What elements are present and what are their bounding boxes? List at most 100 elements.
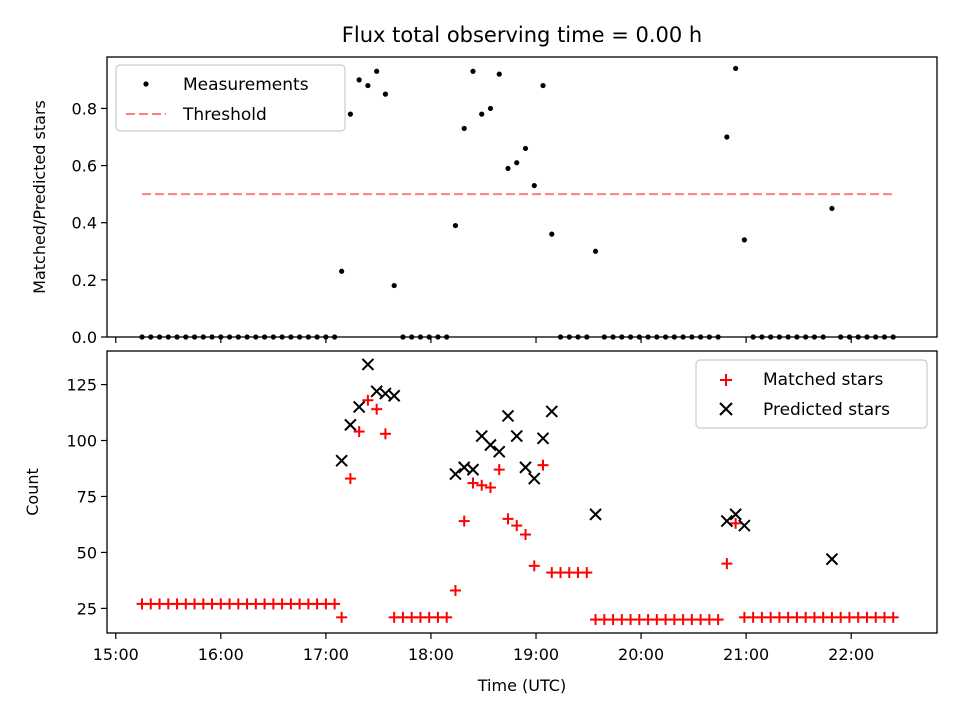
x-axis-label: Time (UTC) [477, 676, 566, 695]
top-y-axis-label: Matched/Predicted stars [30, 100, 49, 294]
matched-star-point [730, 517, 742, 529]
matched-star-point [528, 560, 540, 572]
matched-star-point [467, 477, 479, 489]
measurement-point [741, 237, 747, 243]
predicted-star-point [449, 467, 462, 481]
bottom-y-tick-label: 100 [66, 432, 97, 451]
measurement-point [522, 145, 529, 152]
predicted-star-point [466, 463, 480, 476]
predicted-star-point [720, 514, 734, 528]
bottom-y-ticks: 25 50 75 100 125 [66, 376, 107, 618]
x-tick-label: 19:00 [513, 645, 559, 664]
measurement-point [549, 231, 555, 237]
bottom-plot-frame [106, 350, 938, 634]
predicted-star-point [519, 461, 532, 474]
top-y-tick-label: 0.0 [72, 328, 97, 347]
measurement-point [470, 68, 476, 74]
matched-star-point [537, 459, 549, 471]
legend-label-threshold: Threshold [182, 105, 267, 125]
measurement-point [540, 82, 546, 89]
matched-star-point [344, 473, 356, 485]
bottom-marks [136, 358, 899, 626]
top-y-tick-label: 0.6 [72, 157, 97, 176]
bottom-y-axis-label: Count [23, 468, 42, 516]
matched-star-point [493, 464, 505, 476]
bottom-y-tick-label: 125 [66, 376, 97, 395]
top-legend-frame [115, 64, 346, 132]
x-tick-label: 15:00 [93, 645, 139, 664]
measurement-point [479, 111, 485, 117]
matched-star-point [887, 611, 899, 623]
legend-label-predicted: Predicted stars [763, 400, 890, 420]
predicted-star-point [352, 400, 366, 414]
predicted-star-point [589, 508, 602, 521]
matched-star-point [712, 614, 724, 626]
chart-title: Flux total observing time = 0.00 h [342, 23, 702, 47]
legend-marker-measurements [143, 81, 149, 87]
predicted-star-point [545, 405, 558, 418]
x-tick-label: 18:00 [408, 645, 454, 664]
measurement-point [339, 268, 345, 274]
matched-star-point [721, 558, 733, 570]
measurement-point [724, 134, 730, 140]
matched-star-point [441, 611, 453, 623]
predicted-star-point [344, 418, 357, 432]
x-tick-label: 20:00 [618, 645, 664, 664]
matched-star-point [458, 515, 470, 527]
measurement-point [365, 82, 371, 89]
measurement-point [382, 91, 389, 97]
matched-star-point [476, 479, 488, 491]
top-y-ticks: 0.0 0.2 0.4 0.6 0.8 [72, 99, 107, 347]
predicted-star-point [387, 389, 401, 402]
measurement-point [496, 71, 502, 77]
matched-star-point [484, 482, 496, 494]
legend-label-matched: Matched stars [763, 370, 883, 390]
x-tick-label: 17:00 [303, 645, 349, 664]
measurement-point [347, 111, 353, 117]
matched-star-point [379, 428, 391, 440]
predicted-star-point [729, 508, 742, 521]
x-tick-label: 16:00 [198, 645, 244, 664]
bottom-y-tick-label: 50 [77, 543, 97, 562]
matched-star-point [511, 520, 523, 532]
bottom-y-tick-label: 75 [77, 487, 97, 506]
matched-star-point [449, 584, 461, 596]
measurement-point [461, 125, 467, 132]
predicted-star-point [501, 409, 515, 423]
matched-star-point [581, 567, 593, 579]
predicted-star-point [825, 552, 839, 566]
measurement-point [452, 222, 459, 229]
x-tick-label: 22:00 [828, 645, 874, 664]
predicted-star-point [361, 358, 375, 371]
matched-star-point [520, 529, 532, 541]
predicted-star-point [510, 429, 523, 443]
measurement-point [391, 282, 397, 289]
measurement-point [505, 165, 511, 172]
measurement-point [531, 182, 537, 189]
measurement-point [487, 105, 494, 112]
legend-marker-predicted [719, 402, 733, 416]
measurement-point [356, 77, 362, 83]
measurement-point [829, 205, 835, 212]
matched-star-point [353, 426, 365, 438]
bottom-legend: Matched stars Predicted stars [695, 359, 928, 429]
x-tick-label: 21:00 [723, 645, 769, 664]
measurement-point [733, 65, 739, 72]
top-legend: Measurements Threshold [115, 64, 346, 132]
predicted-star-point [484, 438, 497, 452]
matched-star-point [371, 403, 383, 415]
predicted-star-point [493, 445, 506, 458]
predicted-star-point [738, 519, 751, 532]
top-x-ticks [115, 337, 852, 343]
top-plot: 0.00.20.40.60.8 Matched/Predicted stars … [30, 56, 938, 347]
top-y-tick-label: 0.8 [72, 99, 97, 118]
matched-star-point [362, 394, 374, 406]
measurement-point [374, 68, 380, 74]
top-y-tick-label: 0.4 [72, 214, 97, 233]
predicted-star-point [536, 432, 550, 445]
legend-marker-matched [720, 374, 732, 386]
predicted-star-point [335, 454, 348, 467]
bottom-y-tick-label: 25 [77, 599, 97, 618]
measurement-point [514, 160, 520, 166]
